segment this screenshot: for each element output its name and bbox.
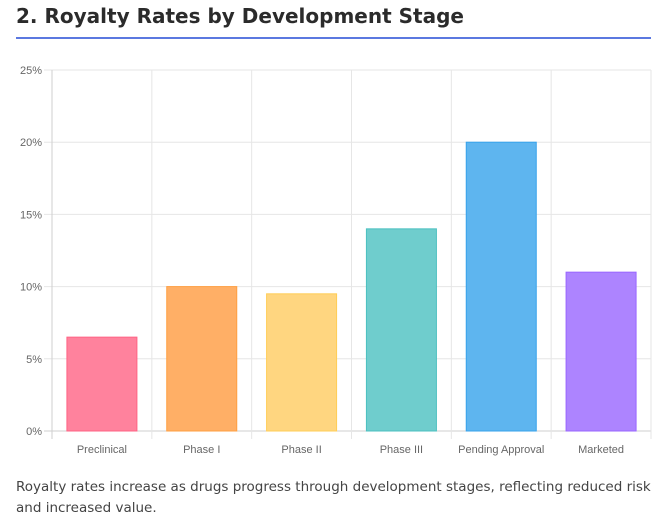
section-title: 2. Royalty Rates by Development Stage: [16, 4, 464, 28]
y-tick-label: 25%: [20, 65, 42, 77]
y-tick-label: 10%: [20, 282, 42, 294]
x-tick-label: Phase II: [281, 444, 321, 456]
x-tick-label: Phase III: [380, 444, 423, 456]
x-tick-label: Preclinical: [77, 444, 127, 456]
chart-grid: [44, 69, 652, 439]
y-tick-label: 20%: [20, 137, 42, 149]
x-tick-label: Marketed: [578, 444, 624, 456]
y-tick-label: 5%: [26, 354, 42, 366]
bar-phase-ii[interactable]: [266, 293, 338, 432]
bar-phase-iii[interactable]: [365, 228, 437, 432]
bar-pending-approval[interactable]: [465, 141, 537, 432]
royalty-bar-chart: 0% 5% 10% 15% 20% 25% Preclinical Phase I Phase …: [20, 65, 652, 456]
y-tick-label: 15%: [20, 209, 42, 221]
x-tick-label: Pending Approval: [458, 444, 544, 456]
bar-phase-i[interactable]: [166, 286, 238, 432]
x-tick-label: Phase I: [183, 444, 220, 456]
title-underline: [16, 37, 651, 39]
chart-caption: Royalty rates increase as drugs progress…: [16, 479, 651, 516]
bar-marketed[interactable]: [565, 271, 637, 432]
chart-tick-labels: 0% 5% 10% 15% 20% 25% Preclinical Phase I Phase …: [20, 65, 624, 456]
chart-bars: [66, 141, 637, 432]
bar-preclinical[interactable]: [66, 336, 138, 432]
y-tick-label: 0%: [26, 426, 42, 438]
